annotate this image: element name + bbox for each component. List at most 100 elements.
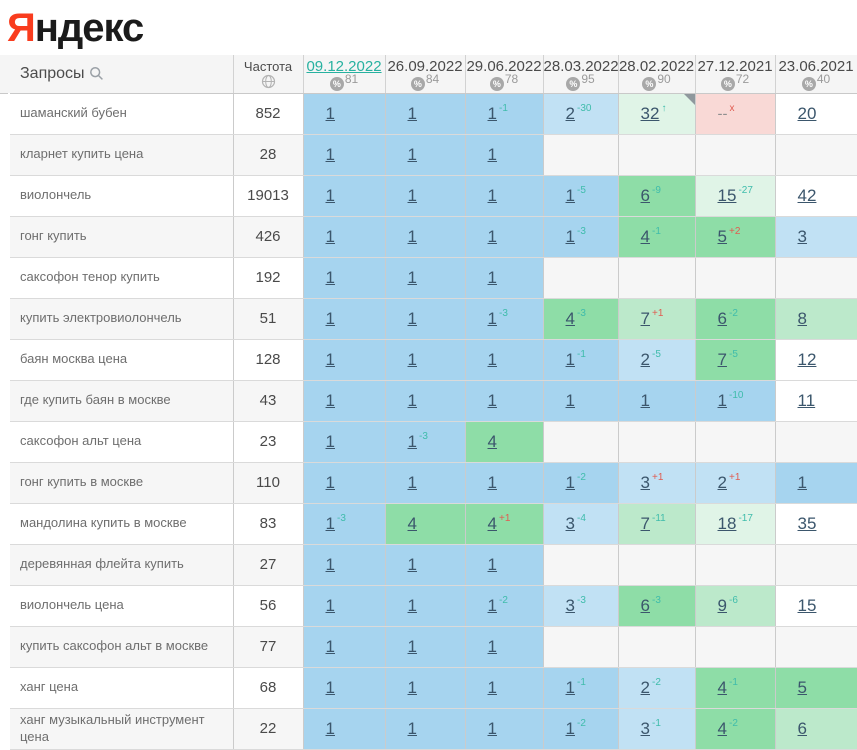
position-link[interactable]: 20	[797, 103, 817, 123]
position-link[interactable]: 1	[407, 267, 417, 287]
query-link[interactable]: виолончель цена	[20, 597, 124, 613]
query-link[interactable]: ханг музыкальный инструмент цена	[20, 712, 205, 744]
position-link[interactable]: 1	[407, 595, 417, 615]
query-link[interactable]: мандолина купить в москве	[20, 515, 187, 531]
query-link[interactable]: кларнет купить цена	[20, 146, 144, 162]
position-link[interactable]: 1	[325, 185, 335, 205]
date-link[interactable]: 26.09.2022	[387, 58, 463, 75]
position-link[interactable]: 5	[717, 226, 727, 246]
position-link[interactable]: 1	[565, 226, 575, 246]
position-link[interactable]: 1	[487, 308, 497, 328]
position-link[interactable]: 1	[487, 349, 497, 369]
position-link[interactable]: 6	[717, 308, 727, 328]
position-link[interactable]: 2	[640, 349, 650, 369]
position-link[interactable]: 4	[565, 308, 575, 328]
query-link[interactable]: гонг купить	[20, 228, 87, 244]
position-link[interactable]: 1	[325, 595, 335, 615]
position-link[interactable]: 2	[640, 677, 650, 697]
position-link[interactable]: 1	[407, 103, 417, 123]
position-link[interactable]: 4	[717, 718, 727, 738]
date-link[interactable]: 28.03.2022	[543, 58, 619, 75]
position-link[interactable]: 1	[565, 677, 575, 697]
position-link[interactable]: 1	[797, 472, 807, 492]
position-link[interactable]: 1	[325, 554, 335, 574]
position-link[interactable]: 1	[565, 185, 575, 205]
position-link[interactable]: 3	[565, 513, 575, 533]
position-link[interactable]: 1	[565, 390, 575, 410]
position-link[interactable]: 3	[640, 718, 650, 738]
position-link[interactable]: 1	[565, 349, 575, 369]
position-link[interactable]: 1	[325, 513, 335, 533]
query-link[interactable]: виолончель	[20, 187, 92, 203]
query-link[interactable]: купить электровиолончель	[20, 310, 182, 326]
position-link[interactable]: 1	[487, 636, 497, 656]
date-link[interactable]: 27.12.2021	[697, 58, 773, 75]
position-link[interactable]: 4	[487, 431, 497, 451]
position-link[interactable]: 1	[325, 636, 335, 656]
position-link[interactable]: 1	[325, 144, 335, 164]
position-link[interactable]: 3	[797, 226, 807, 246]
position-link[interactable]: 6	[797, 718, 807, 738]
position-link[interactable]: 1	[407, 636, 417, 656]
position-link[interactable]: 1	[325, 390, 335, 410]
position-link[interactable]: 1	[407, 349, 417, 369]
position-link[interactable]: 1	[407, 185, 417, 205]
position-link[interactable]: 1	[487, 390, 497, 410]
position-link[interactable]: 3	[640, 472, 650, 492]
position-link[interactable]: 6	[640, 595, 650, 615]
position-link[interactable]: 1	[325, 718, 335, 738]
position-link[interactable]: 1	[565, 718, 575, 738]
position-link[interactable]: 1	[407, 677, 417, 697]
query-link[interactable]: шаманский бубен	[20, 105, 127, 121]
position-link[interactable]: 1	[407, 308, 417, 328]
position-link[interactable]: 9	[717, 595, 727, 615]
position-link[interactable]: 8	[797, 308, 807, 328]
position-link[interactable]: 1	[487, 554, 497, 574]
position-link[interactable]: 4	[717, 677, 727, 697]
query-link[interactable]: гонг купить в москве	[20, 474, 144, 490]
position-link[interactable]: 5	[797, 677, 807, 697]
position-link[interactable]: 1	[487, 185, 497, 205]
position-link[interactable]: 1	[407, 431, 417, 451]
position-link[interactable]: 6	[640, 185, 650, 205]
position-link[interactable]: 4	[640, 226, 650, 246]
position-link[interactable]: 1	[487, 718, 497, 738]
position-link[interactable]: 1	[407, 472, 417, 492]
position-link[interactable]: 42	[797, 185, 817, 205]
position-link[interactable]: 1	[325, 267, 335, 287]
position-link[interactable]: 7	[640, 513, 650, 533]
search-icon[interactable]	[89, 66, 104, 81]
position-link[interactable]: 1	[407, 226, 417, 246]
position-link[interactable]: 1	[325, 472, 335, 492]
position-link[interactable]: 11	[797, 390, 816, 410]
position-link[interactable]: 1	[487, 595, 497, 615]
position-link[interactable]: 18	[717, 513, 737, 533]
position-link[interactable]: 15	[717, 185, 737, 205]
date-link[interactable]: 29.06.2022	[466, 58, 542, 75]
note-corner-marker[interactable]	[683, 93, 695, 105]
query-link[interactable]: купить саксофон альт в москве	[20, 638, 209, 654]
query-link[interactable]: ханг цена	[20, 679, 79, 695]
position-link[interactable]: 2	[565, 103, 575, 123]
position-link[interactable]: 1	[325, 308, 335, 328]
position-link[interactable]: 1	[325, 349, 335, 369]
position-link[interactable]: 35	[797, 513, 817, 533]
date-link[interactable]: 28.02.2022	[618, 58, 695, 75]
globe-icon[interactable]	[261, 74, 276, 89]
position-link[interactable]: 1	[407, 718, 417, 738]
position-link[interactable]: 1	[325, 431, 335, 451]
position-link[interactable]: 7	[640, 308, 650, 328]
query-link[interactable]: деревянная флейта купить	[20, 556, 184, 572]
position-link[interactable]: 1	[325, 226, 335, 246]
position-link[interactable]: 1	[325, 103, 335, 123]
position-link[interactable]: 3	[565, 595, 575, 615]
position-link[interactable]: 1	[487, 472, 497, 492]
position-link[interactable]: 1	[565, 472, 575, 492]
position-link[interactable]: 1	[407, 390, 417, 410]
position-link[interactable]: 2	[717, 472, 727, 492]
position-link[interactable]: 1	[487, 226, 497, 246]
position-link[interactable]: 15	[797, 595, 817, 615]
date-link[interactable]: 09.12.2022	[306, 58, 382, 75]
position-link[interactable]: 1	[487, 144, 497, 164]
position-link[interactable]: 1	[325, 677, 335, 697]
